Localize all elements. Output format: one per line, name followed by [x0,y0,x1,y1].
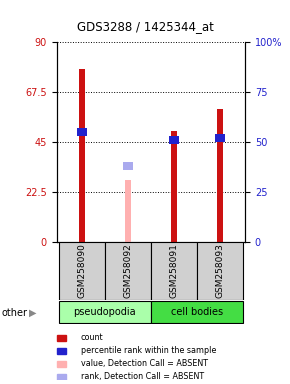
Text: value, Detection Call = ABSENT: value, Detection Call = ABSENT [81,359,208,368]
FancyBboxPatch shape [151,242,197,300]
FancyBboxPatch shape [151,301,243,323]
Bar [77,128,87,136]
Text: GSM258093: GSM258093 [215,243,224,298]
Text: GSM258090: GSM258090 [77,243,86,298]
Text: ▶: ▶ [29,308,37,318]
FancyBboxPatch shape [197,242,243,300]
Bar [57,335,66,341]
FancyBboxPatch shape [105,242,151,300]
Text: percentile rank within the sample: percentile rank within the sample [81,346,216,355]
Text: GDS3288 / 1425344_at: GDS3288 / 1425344_at [77,20,213,33]
Bar [125,180,130,242]
Bar [79,69,85,242]
Bar [217,109,222,242]
Text: rank, Detection Call = ABSENT: rank, Detection Call = ABSENT [81,372,204,381]
Bar [215,134,225,142]
Bar [123,162,133,170]
FancyBboxPatch shape [59,301,151,323]
Text: other: other [1,308,28,318]
Text: cell bodies: cell bodies [171,307,223,317]
Text: count: count [81,333,103,342]
Bar [169,136,179,144]
Text: pseudopodia: pseudopodia [73,307,136,317]
Bar [171,131,177,242]
Bar [57,361,66,367]
Bar [57,348,66,354]
FancyBboxPatch shape [59,242,105,300]
Text: GSM258092: GSM258092 [123,243,132,298]
Bar [57,374,66,379]
Text: GSM258091: GSM258091 [169,243,178,298]
